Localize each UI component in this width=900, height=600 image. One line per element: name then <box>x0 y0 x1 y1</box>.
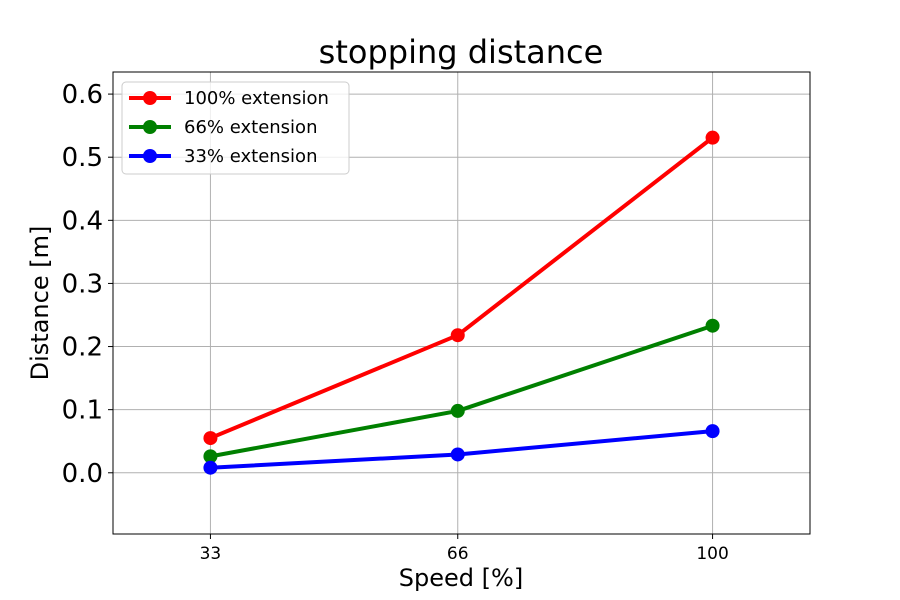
legend-box <box>121 81 350 175</box>
chart-title: stopping distance <box>319 33 604 71</box>
data-point <box>705 424 720 439</box>
data-point <box>705 318 720 333</box>
legend-item: 66% extension <box>129 117 317 138</box>
series-line <box>209 136 714 440</box>
data-point <box>203 460 218 475</box>
series-3 <box>203 424 720 475</box>
data-point <box>450 328 465 343</box>
series-2 <box>203 318 720 464</box>
legend-item: 33% extension <box>129 146 317 167</box>
legend-label: 33% extension <box>184 146 317 167</box>
x-tick-label: 66 <box>447 544 469 564</box>
y-axis-label: Distance [m] <box>26 226 54 381</box>
legend-label: 66% extension <box>184 117 317 138</box>
x-tick-label: 33 <box>200 544 222 564</box>
y-tick-label: 0.4 <box>62 206 103 236</box>
y-tick-label: 0.2 <box>62 333 103 363</box>
legend-items: 100% extension 66% extension 33% extension <box>129 88 329 167</box>
data-point <box>203 449 218 464</box>
plot-frame <box>112 71 811 535</box>
series-1 <box>203 130 720 446</box>
y-tick-label: 0.6 <box>62 80 103 110</box>
legend-label: 100% extension <box>184 88 329 109</box>
data-point <box>450 447 465 462</box>
y-tick-label: 0.1 <box>62 396 103 426</box>
y-axis-ticks: 0.0 0.1 0.2 0.3 0.4 0.5 0.6 <box>62 80 113 489</box>
y-tick-label: 0.3 <box>62 269 103 299</box>
x-axis-ticks: 33 66 100 <box>200 534 729 564</box>
legend-item: 100% extension <box>129 88 329 109</box>
x-axis-label: Speed [%] <box>399 564 523 592</box>
data-point <box>450 403 465 418</box>
y-tick-label: 0.0 <box>62 459 103 489</box>
legend-swatch-marker <box>143 149 157 163</box>
legend-swatch-marker <box>143 120 157 134</box>
y-tick-label: 0.5 <box>62 143 103 173</box>
legend: 100% extension 66% extension 33% extension <box>121 81 350 175</box>
x-tick-label: 100 <box>696 544 728 564</box>
data-point <box>705 130 720 145</box>
series-lines <box>203 130 720 475</box>
data-point <box>203 431 218 446</box>
legend-swatch-marker <box>143 91 157 105</box>
